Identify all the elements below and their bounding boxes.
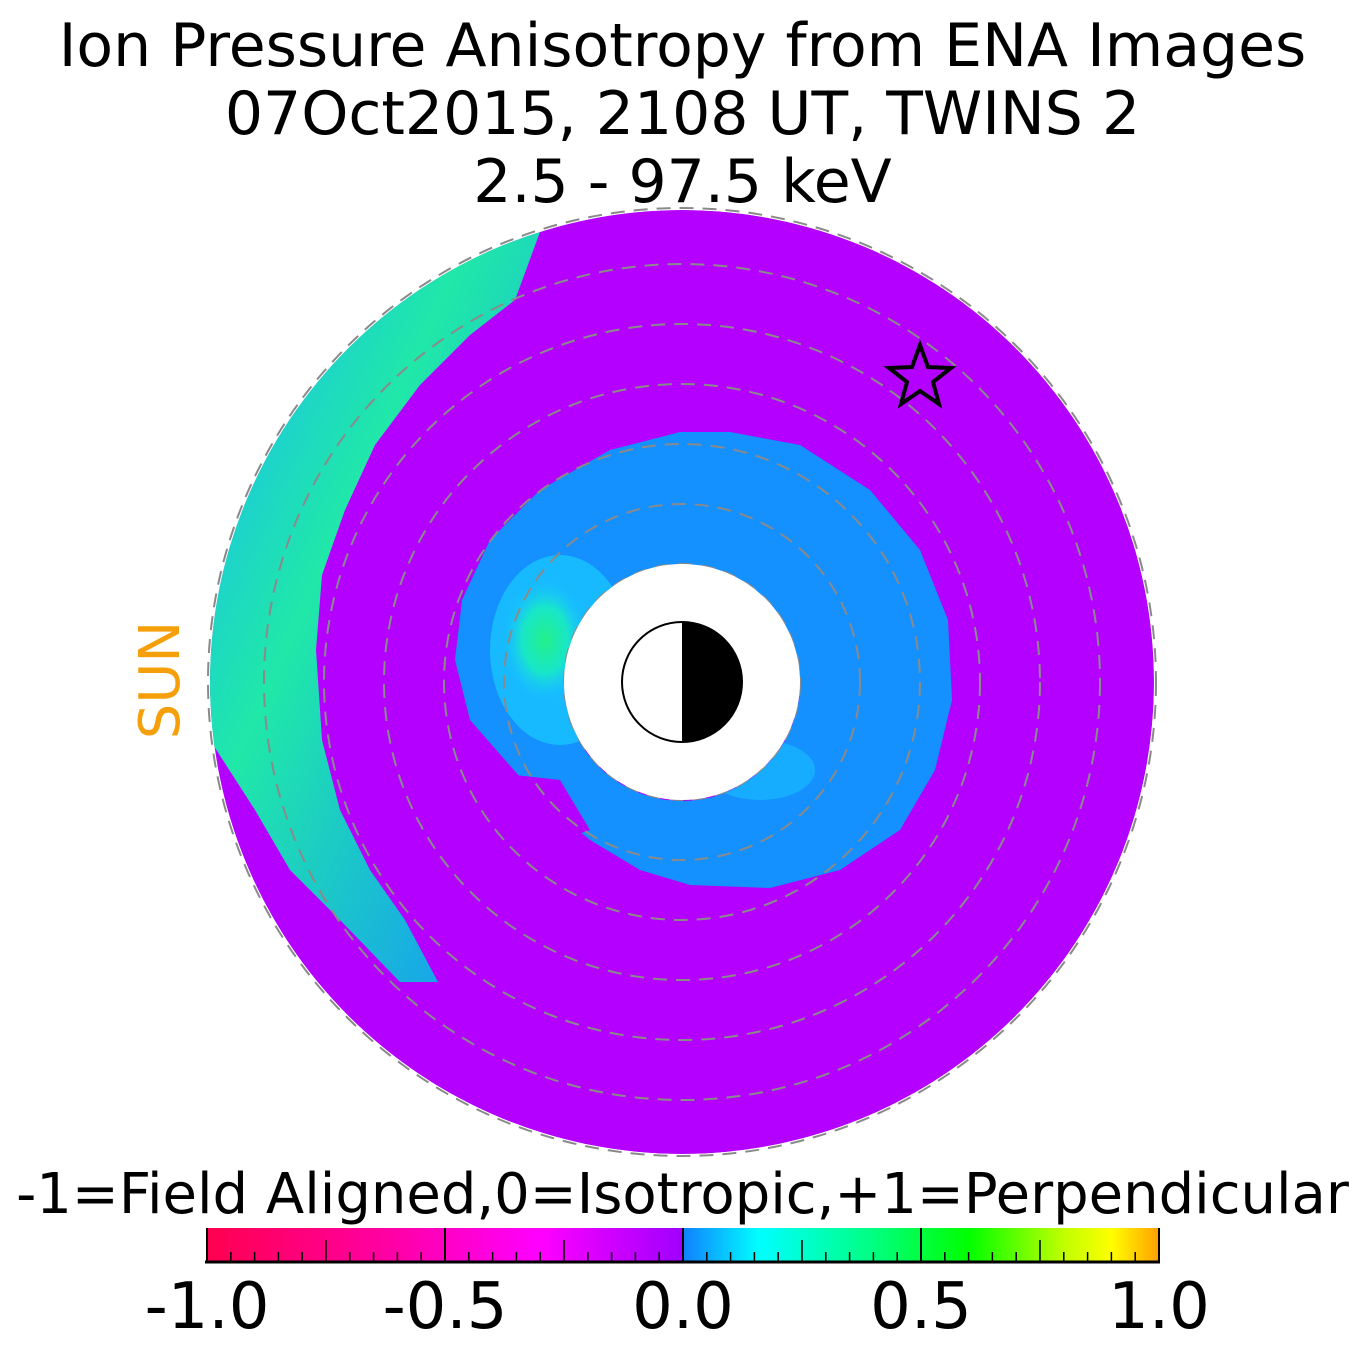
colorbar-tick-label: -1.0	[144, 1270, 270, 1344]
colorbar-tick-label: 1.0	[1108, 1270, 1210, 1344]
grid-circles	[207, 207, 1157, 1157]
colorbar-tick-labels: -1.0 -0.5 0.0 0.5 1.0	[0, 1270, 1365, 1350]
colorbar-tick-label: 0.5	[870, 1270, 972, 1344]
grid-circle-7	[207, 207, 1157, 1157]
grid-circle-6	[263, 263, 1101, 1101]
grid-circle-2	[503, 503, 861, 861]
colorbar-tick-label: 0.0	[632, 1270, 734, 1344]
grid-circle-4	[383, 383, 981, 981]
colorbar-tick-label: -0.5	[382, 1270, 508, 1344]
star-icon	[883, 339, 957, 409]
colorbar-tick-marks	[206, 1228, 1160, 1262]
title-line-1: Ion Pressure Anisotropy from ENA Images	[58, 11, 1307, 81]
colorbar-label: -1=Field Aligned,0=Isotropic,+1=Perpendi…	[16, 1162, 1349, 1227]
title-line-3: 2.5 - 97.5 keV	[473, 147, 892, 217]
grid-circle-5	[323, 323, 1041, 1041]
grid-circle-3	[443, 443, 921, 921]
earth-icon	[621, 621, 743, 743]
inner-ring-band	[455, 432, 952, 888]
title-line-2: 07Oct2015, 2108 UT, TWINS 2	[224, 79, 1141, 149]
colorbar	[205, 1228, 1160, 1264]
chart-title: Ion Pressure Anisotropy from ENA Images …	[0, 12, 1365, 216]
